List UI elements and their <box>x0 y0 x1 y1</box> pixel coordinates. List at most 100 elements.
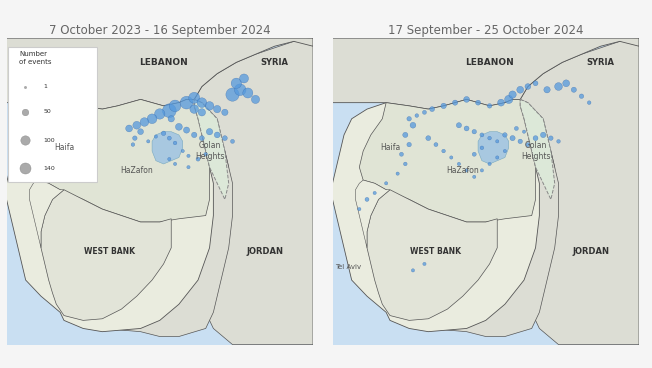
Text: SYRIA: SYRIA <box>587 58 615 67</box>
Point <box>450 100 460 106</box>
Point <box>362 197 372 202</box>
Polygon shape <box>179 38 313 344</box>
Point <box>462 96 472 102</box>
Point <box>584 100 595 106</box>
Polygon shape <box>194 99 229 199</box>
Point <box>396 151 407 157</box>
Point <box>177 148 188 154</box>
Point <box>499 148 510 154</box>
Point <box>231 80 241 86</box>
Polygon shape <box>390 151 559 336</box>
Polygon shape <box>7 99 213 332</box>
Point <box>515 87 526 93</box>
Text: JORDAN: JORDAN <box>572 247 610 255</box>
Point <box>164 108 175 114</box>
Polygon shape <box>333 99 539 332</box>
Text: WEST BANK: WEST BANK <box>85 247 136 255</box>
Point <box>181 100 192 106</box>
Polygon shape <box>29 180 64 248</box>
Text: SYRIA: SYRIA <box>261 58 289 67</box>
Polygon shape <box>355 180 390 248</box>
Point <box>419 261 430 267</box>
Polygon shape <box>41 190 171 321</box>
Point <box>576 93 587 99</box>
Point <box>496 100 506 106</box>
Point <box>354 206 364 212</box>
Point <box>473 100 483 106</box>
Point <box>530 135 541 141</box>
Point <box>170 140 180 146</box>
Point <box>136 129 146 135</box>
Point <box>228 138 238 144</box>
Point <box>124 125 134 131</box>
Point <box>400 161 411 167</box>
Point <box>204 103 215 109</box>
Title: 17 September - 25 October 2024: 17 September - 25 October 2024 <box>388 24 584 37</box>
Polygon shape <box>64 151 233 336</box>
Text: WEST BANK: WEST BANK <box>411 247 462 255</box>
Polygon shape <box>7 38 313 109</box>
Point <box>446 155 456 160</box>
Point <box>204 129 215 135</box>
Point <box>554 84 564 89</box>
Point <box>569 87 579 93</box>
Point <box>250 96 261 102</box>
Point <box>235 87 245 93</box>
Point <box>228 92 238 98</box>
Point <box>193 156 203 162</box>
Text: LEBANON: LEBANON <box>465 58 514 67</box>
Point <box>423 135 434 141</box>
Point <box>212 106 222 112</box>
Point <box>132 122 142 128</box>
Point <box>151 134 161 139</box>
Polygon shape <box>520 99 555 199</box>
Point <box>462 167 472 173</box>
Point <box>542 87 552 93</box>
Point <box>173 124 184 130</box>
Point <box>469 174 479 180</box>
Point <box>477 145 487 151</box>
Point <box>454 122 464 128</box>
Point <box>530 80 541 86</box>
Polygon shape <box>152 132 183 164</box>
Point <box>197 100 207 106</box>
Point <box>469 151 479 157</box>
Point <box>477 132 487 138</box>
Polygon shape <box>33 99 209 222</box>
Point <box>400 132 411 138</box>
Point <box>220 109 230 115</box>
Point <box>197 109 207 115</box>
Point <box>554 138 564 144</box>
Point <box>438 148 449 154</box>
Polygon shape <box>333 38 639 109</box>
Text: JORDAN: JORDAN <box>246 247 284 255</box>
Point <box>507 135 518 141</box>
Title: 7 October 2023 - 16 September 2024: 7 October 2023 - 16 September 2024 <box>49 24 271 37</box>
Point <box>484 135 495 141</box>
Point <box>546 135 556 141</box>
Point <box>128 142 138 148</box>
Point <box>181 127 192 133</box>
Point <box>515 138 526 144</box>
Point <box>197 135 207 141</box>
Polygon shape <box>505 38 639 344</box>
Text: HaZafon: HaZafon <box>447 166 479 175</box>
Point <box>419 109 430 115</box>
Point <box>408 122 418 128</box>
Point <box>561 80 571 86</box>
Point <box>484 103 495 109</box>
Text: Haifa: Haifa <box>380 143 400 152</box>
Point <box>183 153 194 159</box>
Text: Golan
Heights: Golan Heights <box>195 141 224 161</box>
Text: Golan
Heights: Golan Heights <box>521 141 550 161</box>
Point <box>503 96 514 102</box>
Point <box>404 142 415 148</box>
Point <box>462 125 472 131</box>
Point <box>404 116 415 122</box>
Point <box>427 106 437 112</box>
Point <box>393 171 403 177</box>
Point <box>155 111 165 117</box>
Point <box>164 135 175 141</box>
Point <box>158 130 169 136</box>
Point <box>507 92 518 98</box>
